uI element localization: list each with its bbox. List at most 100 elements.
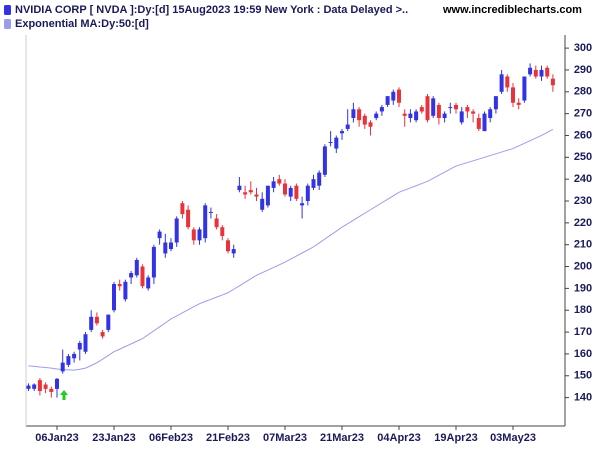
candle-body xyxy=(414,111,419,121)
y-tick-label: 220 xyxy=(574,217,592,229)
candle-body xyxy=(271,181,276,188)
candle-body xyxy=(106,314,111,330)
candle-body xyxy=(265,185,270,206)
candle-body xyxy=(436,104,441,119)
candle-body xyxy=(203,205,208,239)
candle-body xyxy=(408,113,413,119)
y-tick-label: 210 xyxy=(574,239,592,251)
candle-body xyxy=(351,109,356,119)
candle-body xyxy=(163,242,168,254)
ma-line xyxy=(28,128,554,371)
y-tick-label: 240 xyxy=(574,173,592,185)
candle-body xyxy=(180,203,185,215)
candle-body xyxy=(294,185,299,199)
candle-body xyxy=(345,124,350,129)
candle-body xyxy=(117,284,122,287)
candle-body xyxy=(43,384,48,389)
y-tick-label: 140 xyxy=(574,392,592,404)
source-text: www.incrediblecharts.com xyxy=(442,4,582,16)
candle-body xyxy=(226,240,230,252)
candle-body xyxy=(151,246,156,278)
candle-body xyxy=(288,187,293,197)
candle-body xyxy=(493,96,498,110)
legend-label: Exponential MA:Dy:50:[d] xyxy=(15,18,149,30)
candle-body xyxy=(448,107,453,109)
candle-body xyxy=(134,259,139,276)
candle-body xyxy=(397,89,401,103)
candle-body xyxy=(300,203,305,206)
candle-body xyxy=(100,332,105,337)
candle-body xyxy=(305,185,310,202)
candle-body xyxy=(174,218,179,243)
y-tick-label: 160 xyxy=(574,348,592,360)
candle-body xyxy=(419,107,424,112)
candle-body xyxy=(442,113,447,119)
x-tick-label: 04Apr23 xyxy=(377,432,420,444)
candle-body xyxy=(379,107,384,112)
x-tick-label: 03May23 xyxy=(490,432,536,444)
candle-body xyxy=(545,67,550,77)
candle-body xyxy=(112,284,116,311)
candle-body xyxy=(368,122,373,127)
candle-body xyxy=(231,249,236,254)
y-tick-label: 230 xyxy=(574,195,592,207)
candle-body xyxy=(340,131,344,134)
signal-arrow xyxy=(60,390,68,400)
candle-body xyxy=(237,185,242,191)
y-tick-label: 270 xyxy=(574,108,592,120)
candle-body xyxy=(322,146,327,175)
candle-body xyxy=(277,179,282,184)
x-tick-label: 19Apr23 xyxy=(434,432,477,444)
candle-body xyxy=(328,142,333,144)
candle-body xyxy=(191,229,196,241)
candle-body xyxy=(499,74,504,92)
y-tick-label: 180 xyxy=(574,304,592,316)
candle-body xyxy=(465,107,470,112)
candle-body xyxy=(157,231,162,239)
candle-body xyxy=(550,78,555,86)
candle-body xyxy=(260,198,265,210)
candle-body xyxy=(208,211,213,213)
x-tick-label: 23Jan23 xyxy=(92,432,135,444)
candle-body xyxy=(528,67,533,75)
candle-body xyxy=(197,229,202,241)
legend-label: NVIDIA CORP [ NVDA ]:Dy:[d] 15Aug2023 19… xyxy=(15,4,408,16)
candle-body xyxy=(94,316,99,324)
candle-body xyxy=(72,353,77,359)
candle-body xyxy=(214,218,219,228)
x-tick-label: 21Mar23 xyxy=(320,432,364,444)
y-tick-label: 300 xyxy=(574,42,592,54)
plot-area xyxy=(26,35,565,426)
candle-body xyxy=(60,362,65,372)
candle-body xyxy=(49,388,54,392)
candle-body xyxy=(66,356,71,365)
y-tick-label: 190 xyxy=(574,282,592,294)
candle-body xyxy=(357,109,362,121)
candle-body xyxy=(283,183,287,195)
candle-body xyxy=(539,69,544,77)
y-tick-label: 200 xyxy=(574,260,592,272)
candle-body xyxy=(511,87,515,103)
candle-body xyxy=(129,273,134,278)
y-tick-label: 170 xyxy=(574,326,592,338)
legend-swatch xyxy=(4,19,11,29)
candle-body xyxy=(516,102,521,105)
candle-body xyxy=(77,342,82,350)
candle-body xyxy=(362,115,367,125)
legend-swatch xyxy=(4,5,11,15)
candle-body xyxy=(391,91,396,101)
candle-body xyxy=(488,109,493,119)
x-tick-label: 07Mar23 xyxy=(263,432,307,444)
y-tick-label: 280 xyxy=(574,86,592,98)
candle-body xyxy=(140,266,145,287)
candle-body xyxy=(522,76,527,101)
candle-body xyxy=(402,113,407,116)
candle-body xyxy=(311,179,316,188)
candle-body xyxy=(374,113,379,119)
candle-body xyxy=(431,98,436,116)
candle-body xyxy=(220,227,225,236)
candle-body xyxy=(123,281,128,300)
candle-body xyxy=(505,76,510,88)
